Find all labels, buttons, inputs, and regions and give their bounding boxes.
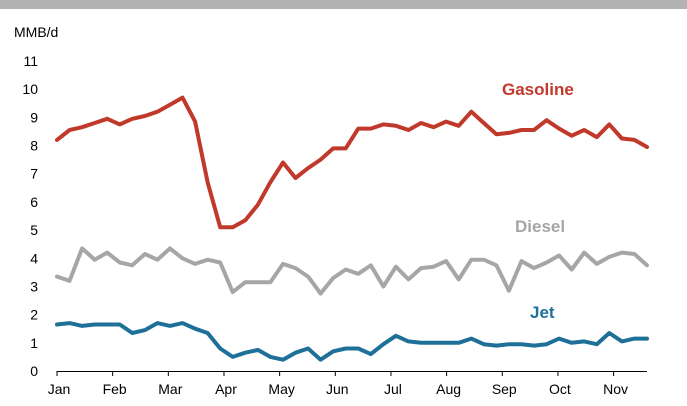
y-tick-label: 4: [30, 250, 38, 266]
y-tick-label: 11: [23, 53, 38, 69]
x-tick-label: Mar: [158, 381, 182, 397]
y-tick-label: 10: [22, 81, 38, 97]
y-tick-label: 7: [30, 166, 38, 182]
series-lines: [55, 95, 649, 362]
diesel-series-label: Diesel: [515, 217, 565, 236]
x-axis: Jan Feb Mar Apr May Jun Jul Aug Sep Oct Nov: [48, 371, 647, 397]
y-tick-label: 1: [30, 335, 38, 351]
x-tick-label: Sep: [492, 381, 517, 397]
gasoline-line: [55, 95, 649, 230]
y-tick-label: 8: [30, 138, 38, 154]
y-axis-unit-label: MMB/d: [14, 24, 58, 40]
y-tick-label: 3: [30, 278, 38, 294]
x-tick-label: Nov: [603, 381, 628, 397]
y-axis-ticks: 0 1 2 3 4 5 6 7 8 9 10 11: [22, 53, 38, 379]
y-tick-label: 2: [30, 307, 38, 323]
x-tick-label: Oct: [549, 381, 571, 397]
gasoline-series-label: Gasoline: [502, 80, 574, 99]
jet-series-label: Jet: [530, 303, 555, 322]
x-tick-label: Aug: [436, 381, 461, 397]
y-tick-label: 6: [30, 194, 38, 210]
x-tick-label: May: [268, 381, 294, 397]
x-tick-label: Jun: [326, 381, 349, 397]
y-tick-label: 5: [30, 222, 38, 238]
top-bar: [0, 0, 687, 9]
x-tick-label: Jul: [384, 381, 402, 397]
jet-line: [55, 321, 649, 362]
y-tick-label: 9: [30, 109, 38, 125]
x-tick-label: Feb: [103, 381, 127, 397]
diesel-line: [55, 246, 649, 296]
x-tick-label: Apr: [215, 381, 237, 397]
x-tick-label: Jan: [48, 381, 71, 397]
y-tick-label: 0: [30, 363, 38, 379]
